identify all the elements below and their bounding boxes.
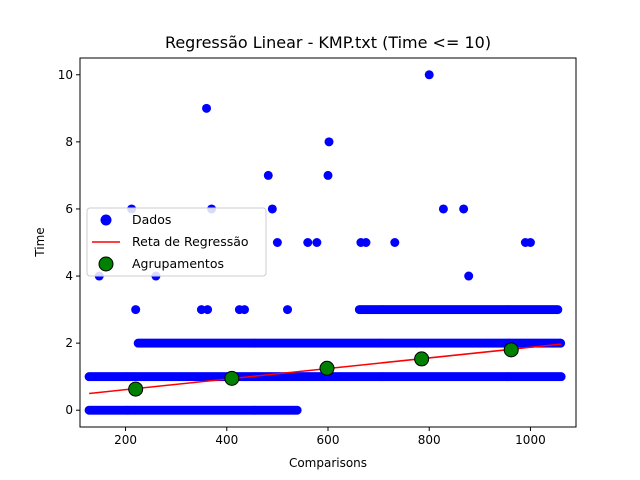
- y-axis-label: Time: [33, 227, 47, 257]
- cluster-point: [503, 342, 519, 358]
- data-point: [424, 70, 434, 80]
- legend-label-dados: Dados: [132, 212, 171, 227]
- y-tick-label: 2: [65, 336, 73, 350]
- data-point: [312, 238, 322, 247]
- y-tick-label: 4: [65, 269, 73, 283]
- data-point: [556, 372, 566, 382]
- cluster-point: [414, 351, 430, 367]
- y-tick-label: 10: [58, 68, 73, 82]
- axis-ticks: 200 400 600 800 1000 0 2 4 6 8 10: [58, 68, 546, 447]
- cluster-point: [128, 381, 144, 397]
- data-point: [239, 305, 249, 315]
- data-point: [263, 170, 273, 180]
- data-point: [131, 305, 141, 315]
- data-point: [202, 103, 212, 113]
- data-point: [361, 238, 371, 247]
- legend-marker-agrupamentos: [98, 256, 114, 272]
- x-tick-label: 1000: [515, 433, 546, 447]
- legend: Dados Reta de Regressão Agrupamentos: [86, 207, 267, 277]
- x-tick-label: 800: [418, 433, 441, 447]
- x-axis-label: Comparisons: [289, 456, 367, 470]
- y-tick-label: 6: [65, 202, 73, 216]
- y-tick-label: 8: [65, 135, 73, 149]
- data-point: [525, 238, 535, 247]
- data-point: [464, 271, 474, 281]
- data-point: [324, 137, 334, 147]
- data-point: [292, 405, 302, 415]
- cluster-point: [319, 360, 335, 376]
- x-tick-label: 200: [114, 433, 137, 447]
- legend-marker-dados: [100, 214, 112, 226]
- legend-label-agrupamentos: Agrupamentos: [132, 256, 224, 271]
- legend-box: [86, 207, 267, 277]
- data-point: [203, 305, 213, 315]
- chart-title: Regressão Linear - KMP.txt (Time <= 10): [165, 33, 491, 52]
- plot-area: [84, 70, 566, 415]
- data-band-3: [354, 305, 563, 315]
- data-point: [272, 238, 282, 247]
- data-point: [267, 204, 277, 214]
- y-tick-label: 0: [65, 403, 73, 417]
- data-point: [459, 204, 469, 214]
- data-point: [323, 170, 333, 180]
- data-point: [556, 338, 566, 348]
- data-band-0: [84, 405, 302, 415]
- legend-label-regression: Reta de Regressão: [132, 234, 249, 249]
- data-point: [303, 238, 313, 247]
- data-point: [283, 305, 293, 315]
- cluster-point: [224, 370, 240, 386]
- data-band-2: [133, 338, 566, 348]
- data-point: [438, 204, 448, 214]
- data-point: [390, 238, 400, 247]
- data-point: [553, 305, 563, 315]
- x-tick-label: 400: [215, 433, 238, 447]
- x-tick-label: 600: [317, 433, 340, 447]
